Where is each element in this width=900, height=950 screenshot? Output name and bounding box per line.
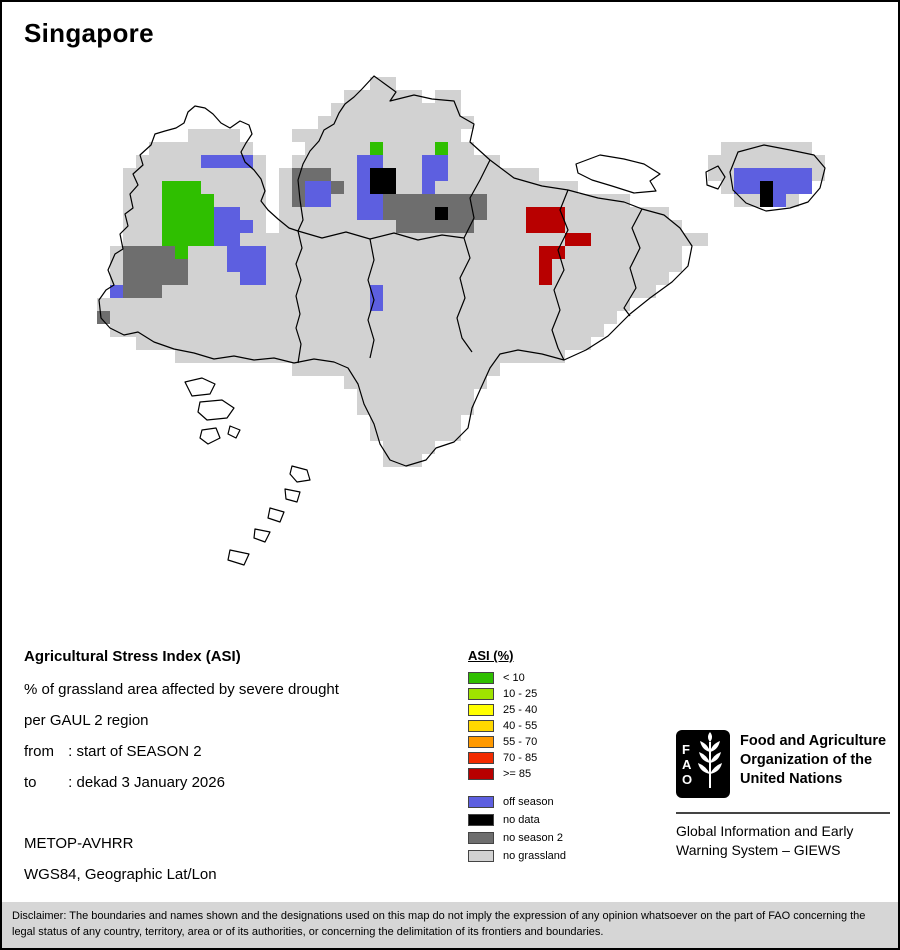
fao-logo-icon: FAO (676, 730, 730, 798)
legend-swatch (468, 688, 494, 700)
region-boundary (253, 528, 271, 543)
legend-label: no grassland (503, 850, 566, 862)
fao-org-line: United Nations (740, 771, 843, 787)
info-block: Agricultural Stress Index (ASI) % of gra… (24, 648, 454, 897)
map-raster (97, 77, 825, 467)
legend-swatch (468, 814, 494, 826)
region-boundary (551, 189, 569, 361)
legend-swatch (468, 768, 494, 780)
info-heading: Agricultural Stress Index (ASI) (24, 648, 241, 665)
legend-row: off season (468, 796, 566, 808)
legend-swatch (468, 832, 494, 844)
region-boundary (575, 154, 661, 194)
giews-line: Global Information and Early (676, 823, 854, 839)
legend-label: 10 - 25 (503, 688, 538, 700)
legend-swatch (468, 796, 494, 808)
region-boundary (729, 144, 826, 212)
fao-org-line: Food and Agriculture (740, 733, 887, 749)
legend-row: 10 - 25 (468, 688, 566, 700)
legend-label: no data (503, 814, 540, 826)
region-boundary (267, 507, 285, 523)
asi-legend: ASI (%) < 10 10 - 25 25 - 40 40 - 55 55 - 70… (468, 648, 566, 868)
fao-org-name: Food and Agriculture Organization of the… (740, 730, 886, 798)
region-boundary (705, 165, 726, 190)
legend-row: 40 - 55 (468, 720, 566, 732)
legend-row: no season 2 (468, 832, 566, 844)
info-line-gaul: per GAUL 2 region (24, 712, 149, 729)
region-boundary (227, 549, 250, 566)
region-boundary (184, 377, 216, 397)
legend-swatch (468, 736, 494, 748)
legend-label: off season (503, 796, 554, 808)
giews-label: Global Information and Early Warning Sys… (676, 822, 890, 860)
legend-label: no season 2 (503, 832, 563, 844)
legend-row: >= 85 (468, 768, 566, 780)
legend-row: 70 - 85 (468, 752, 566, 764)
region-boundary (295, 230, 303, 364)
region-boundary (197, 399, 235, 421)
legend-extra-list: off season no data no season 2 no grassland (468, 796, 566, 862)
fao-divider (676, 812, 890, 814)
legend-swatch (468, 704, 494, 716)
region-boundary (199, 427, 221, 445)
giews-line: Warning System – GIEWS (676, 842, 841, 858)
legend-row: 55 - 70 (468, 736, 566, 748)
svg-text:O: O (682, 772, 692, 787)
region-boundary (289, 465, 311, 483)
legend-label: 25 - 40 (503, 704, 538, 716)
disclaimer-bar: Disclaimer: The boundaries and names sho… (2, 902, 898, 948)
region-boundary (297, 230, 465, 241)
region-boundary (367, 238, 375, 359)
info-projection: WGS84, Geographic Lat/Lon (24, 866, 217, 883)
legend-swatch (468, 850, 494, 862)
info-to-value: : dekad 3 January 2026 (68, 774, 225, 791)
legend-row: no grassland (468, 850, 566, 862)
legend-class-list: < 10 10 - 25 25 - 40 40 - 55 55 - 70 70 - 85 >… (468, 672, 566, 780)
fao-org-line: Organization of the (740, 752, 873, 768)
info-line-grassland: % of grassland area affected by severe d… (24, 681, 339, 698)
page-title: Singapore (24, 18, 154, 48)
legend-label: >= 85 (503, 768, 532, 780)
disclaimer-text: Disclaimer: The boundaries and names sho… (12, 910, 866, 939)
region-boundary (623, 208, 643, 317)
legend-label: 70 - 85 (503, 752, 538, 764)
region-boundary (227, 425, 241, 439)
legend-row: < 10 (468, 672, 566, 684)
legend-row: no data (468, 814, 566, 826)
legend-swatch (468, 752, 494, 764)
legend-label: 40 - 55 (503, 720, 538, 732)
region-boundary (98, 75, 693, 467)
info-from-row: from : start of SEASON 2 (24, 743, 454, 760)
info-to-label: to (24, 774, 37, 791)
legend-swatch (468, 720, 494, 732)
svg-text:A: A (682, 757, 692, 772)
legend-row: 25 - 40 (468, 704, 566, 716)
region-boundary (456, 159, 491, 353)
info-to-row: to : dekad 3 January 2026 (24, 774, 454, 791)
legend-label: < 10 (503, 672, 525, 684)
info-from-value: : start of SEASON 2 (68, 743, 202, 760)
info-from-label: from (24, 743, 54, 760)
info-sensor: METOP-AVHRR (24, 835, 134, 852)
legend-title: ASI (%) (468, 648, 514, 663)
asi-map (97, 75, 826, 566)
legend-label: 55 - 70 (503, 736, 538, 748)
region-boundary (284, 488, 301, 503)
svg-text:F: F (682, 742, 690, 757)
legend-swatch (468, 672, 494, 684)
